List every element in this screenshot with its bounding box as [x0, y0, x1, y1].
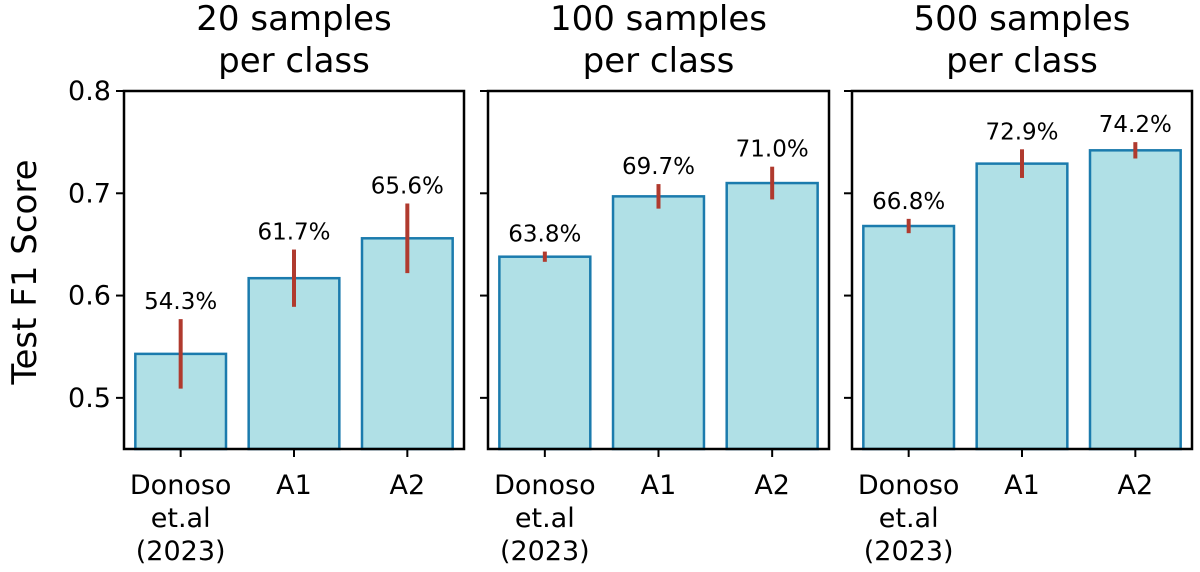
- bar-a2: [1088, 149, 1182, 451]
- data-label: 71.0%: [736, 137, 809, 163]
- x-tick-label: Donoso et.al (2023): [494, 470, 596, 567]
- bar-a2: [360, 237, 454, 451]
- data-label: 66.8%: [872, 189, 945, 215]
- x-tick-label-line: et.al: [879, 503, 939, 534]
- panel-20-samples: 20 samples per class 0.5 0.6 0.7 0.8 54.3% Dono…: [68, 0, 466, 567]
- x-tick-label: A1: [1004, 470, 1040, 501]
- x-tick-label-line: et.al: [515, 503, 575, 534]
- x-tick-label-line: A2: [754, 470, 790, 501]
- data-label: 63.8%: [508, 222, 581, 248]
- bar-a2: [725, 181, 819, 451]
- x-tick-label: Donoso et.al (2023): [858, 470, 960, 567]
- x-tick-label: A1: [641, 470, 677, 501]
- data-label: 72.9%: [985, 119, 1058, 145]
- x-tick-label: A2: [754, 470, 790, 501]
- x-tick-label-line: A1: [1004, 470, 1040, 501]
- axes-frame: [122, 89, 466, 451]
- bar-a1: [975, 162, 1069, 451]
- data-label: 65.6%: [371, 174, 444, 200]
- x-tick-label: A1: [276, 470, 312, 501]
- x-tick-label-line: A2: [390, 470, 426, 501]
- y-axis-label: Test F1 Score: [5, 160, 45, 386]
- y-tick-label: 0.5: [68, 383, 111, 414]
- panel-title-line: 500 samples: [913, 0, 1130, 39]
- panel-title-line: 100 samples: [550, 0, 767, 39]
- x-tick-label-line: (2023): [500, 536, 590, 567]
- panel-title-line: per class: [583, 41, 735, 81]
- panel-title: 100 samples per class: [550, 0, 767, 81]
- panel-title-line: per class: [218, 41, 370, 81]
- x-tick-label: Donoso et.al (2023): [130, 470, 232, 567]
- data-label: 74.2%: [1099, 112, 1172, 138]
- bar-a1: [611, 195, 706, 451]
- panel-title: 500 samples per class: [913, 0, 1130, 81]
- x-tick-label-line: A2: [1118, 470, 1154, 501]
- x-tick-label-line: A1: [641, 470, 677, 501]
- x-tick-label-line: (2023): [864, 536, 954, 567]
- y-tick-label: 0.8: [68, 76, 111, 107]
- axes-frame: [486, 89, 831, 451]
- data-label: 54.3%: [144, 289, 217, 315]
- panel-500-samples: 500 samples per class 66.8% Donoso et.al (202…: [844, 0, 1194, 567]
- axes-frame: [850, 89, 1194, 451]
- x-tick-label-line: Donoso: [494, 470, 596, 501]
- y-tick-label: 0.6: [68, 281, 111, 312]
- data-label: 61.7%: [257, 220, 330, 246]
- x-tick-label: A2: [390, 470, 426, 501]
- x-tick-label-line: et.al: [151, 503, 211, 534]
- panel-title-line: 20 samples: [196, 0, 391, 39]
- x-tick-label-line: A1: [276, 470, 312, 501]
- panel-100-samples: 100 samples per class 63.8% Donoso et.al (202…: [480, 0, 831, 567]
- bar-donoso-et-al-2023: [498, 255, 592, 451]
- data-label: 69.7%: [622, 154, 695, 180]
- panel-title-line: per class: [946, 41, 1098, 81]
- x-tick-label: A2: [1118, 470, 1154, 501]
- panel-title: 20 samples per class: [196, 0, 391, 81]
- x-tick-label-line: Donoso: [130, 470, 232, 501]
- bar-donoso-et-al-2023: [862, 224, 956, 451]
- x-tick-label-line: Donoso: [858, 470, 960, 501]
- y-tick-label: 0.7: [68, 178, 111, 209]
- x-tick-label-line: (2023): [136, 536, 226, 567]
